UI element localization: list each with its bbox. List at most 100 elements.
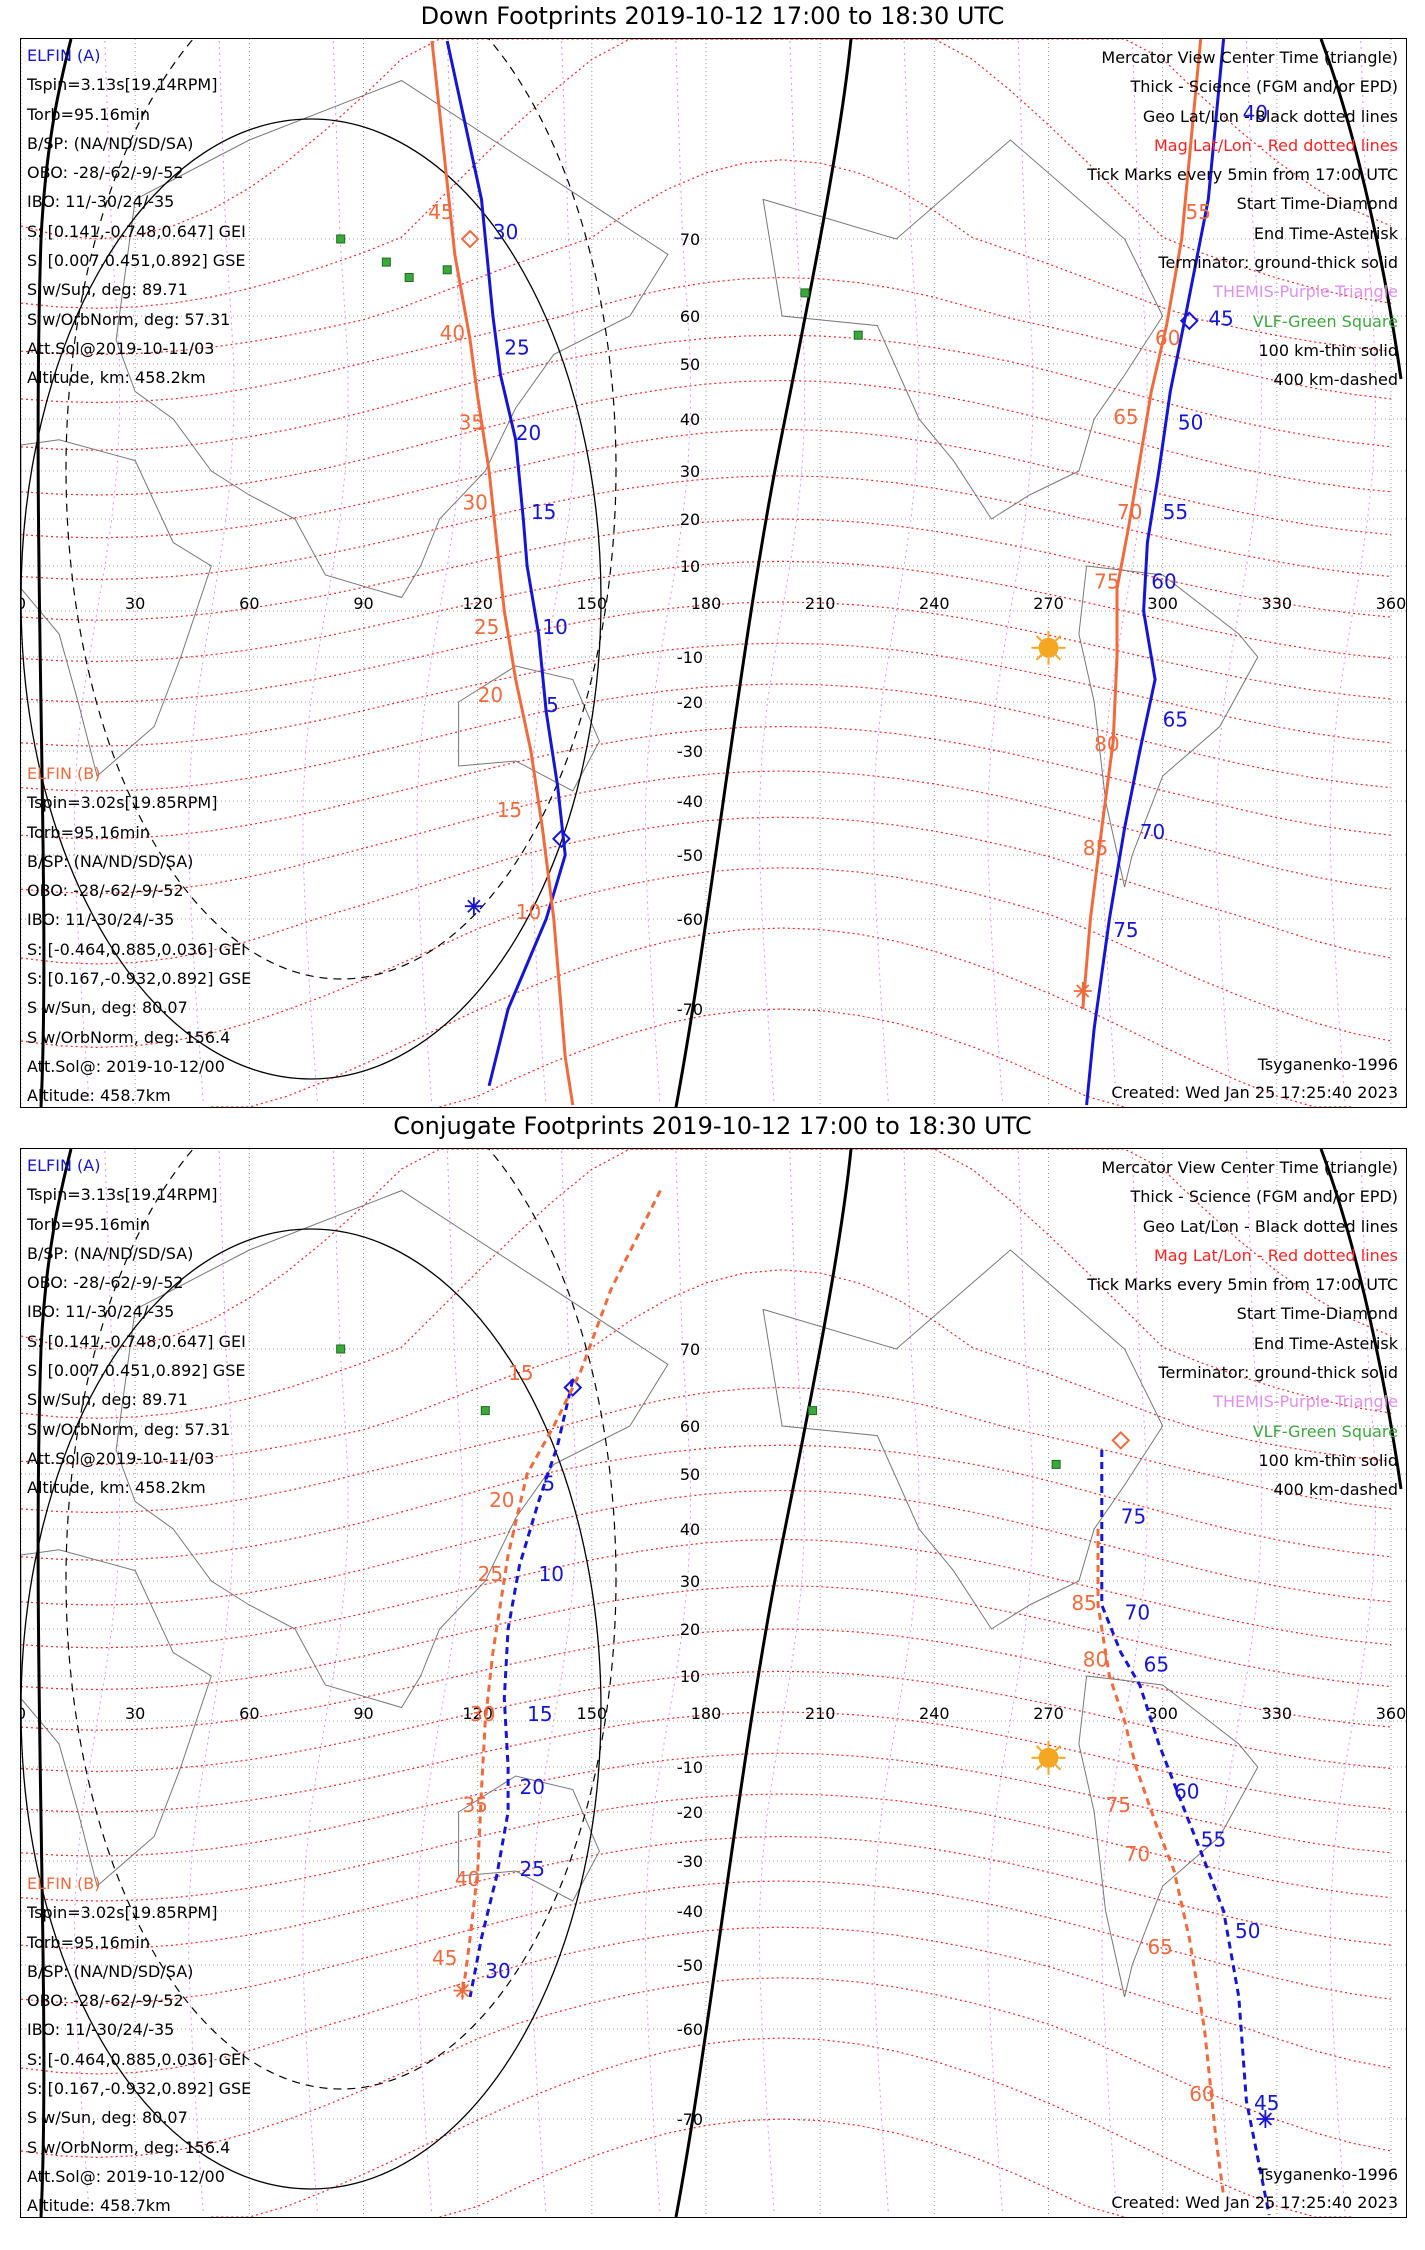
footprint-tick-label: 30 xyxy=(470,1702,495,1726)
sun-ray xyxy=(1054,654,1062,661)
footprint-tick-label: 45 xyxy=(1254,2091,1279,2115)
vlf-square xyxy=(480,1406,490,1416)
elfin-b-param: Att.Sol@: 2019-10-12/00 xyxy=(27,1056,225,1076)
elfin-a-param: B/SP: (NA/ND/SD/SA) xyxy=(27,1243,194,1263)
mag-lat-line xyxy=(21,1149,1392,1350)
lat-tick-label: -70 xyxy=(677,2110,703,2129)
elfin-a-param: Att.Sol@2019-10-11/03 xyxy=(27,338,215,358)
elfin-a-info: ELFIN (A) Tspin=3.13s[19.14RPM] Torb=95.16… xyxy=(27,1151,246,1503)
mag-lon-line xyxy=(759,1150,806,2216)
elfin-b-param: OBO: -28/-62/-9/-52 xyxy=(27,881,184,901)
sun-ray xyxy=(1035,635,1043,642)
elfin-a-param: OBO: -28/-62/-9/-52 xyxy=(27,1273,184,1293)
legend-vlf: VLF-Green Square xyxy=(1252,311,1398,331)
lon-tick-label: 180 xyxy=(691,594,722,613)
footprint-tick-label: 50 xyxy=(1235,1919,1260,1943)
elfin-a-param: S w/Sun, deg: 89.71 xyxy=(27,280,188,300)
footprint-tick-label: 55 xyxy=(1163,500,1188,524)
vlf-square xyxy=(800,288,810,298)
elfin-b-param: B/SP: (NA/ND/SD/SA) xyxy=(27,851,194,871)
lon-tick-label: 150 xyxy=(577,1704,608,1723)
footprint-tick-label: 30 xyxy=(485,1959,510,1983)
mag-lat-line xyxy=(21,1793,1392,1902)
mag-lat-line xyxy=(21,39,1392,240)
footprint-tick-label: 85 xyxy=(1071,1591,1096,1615)
mag-lat-line xyxy=(21,518,1392,621)
footprint-tick-label: 20 xyxy=(489,1488,514,1512)
elfin-b-param: Torb=95.16min xyxy=(27,822,150,842)
footprint-tick-label: 80 xyxy=(1083,1648,1108,1672)
lat-tick-label: -20 xyxy=(677,1803,703,1822)
mag-lon-line xyxy=(1215,1150,1262,2216)
elfin-b-param: OBO: -28/-62/-9/-52 xyxy=(27,1991,184,2011)
start-diamond xyxy=(460,229,480,249)
elfin-a-param: Torb=95.16min xyxy=(27,1214,150,1234)
lon-tick-label: 30 xyxy=(125,1704,145,1723)
lat-tick-label: -70 xyxy=(677,1000,703,1019)
end-asterisk xyxy=(1073,982,1092,1000)
footprint-tick-label: 75 xyxy=(1113,918,1138,942)
mag-lat-line xyxy=(21,1628,1392,1731)
mag-lon-line xyxy=(759,40,806,1106)
down-footprints-map: 70 60 50 40 30 20 10 -10 -20 -30 -40 -50 -60 -70 0 30 60… xyxy=(20,38,1407,1108)
footprint-tick-label: 25 xyxy=(520,1857,545,1881)
footprint-line xyxy=(445,40,567,1087)
elfin-a-param: OBO: -28/-62/-9/-52 xyxy=(27,163,184,183)
footprint-tick-label: 55 xyxy=(1186,200,1211,224)
lat-tick-label: 10 xyxy=(680,557,700,576)
continent-outline xyxy=(458,1775,600,1902)
mag-lon-line xyxy=(416,1150,463,2216)
footprint-tick-label: 70 xyxy=(1117,500,1142,524)
terminator-line xyxy=(674,39,853,1107)
start-diamond xyxy=(563,1378,583,1397)
lat-tick-label: 20 xyxy=(680,510,700,529)
lat-tick-label: 30 xyxy=(680,1572,700,1591)
elfin-a-param: S: [0.007,0.451,0.892] GSE xyxy=(27,251,246,271)
mag-lat-line xyxy=(21,1926,1392,2075)
vlf-square xyxy=(853,330,863,340)
field-of-view-100km xyxy=(21,118,602,1080)
lat-tick-label: -20 xyxy=(677,693,703,712)
lat-tick-label: -10 xyxy=(677,1758,703,1777)
mag-lat-line xyxy=(21,379,1392,496)
start-diamond xyxy=(1111,1430,1131,1450)
vlf-square xyxy=(442,265,452,275)
model-label: Tsyganenko-1996 xyxy=(1257,1055,1398,1074)
sun-ray xyxy=(1035,1764,1043,1771)
legend-end: End Time-Asterisk xyxy=(1253,1333,1398,1353)
lon-tick-label: 300 xyxy=(1147,594,1178,613)
mag-lon-line xyxy=(987,1150,1034,2216)
mag-lon-line xyxy=(645,40,691,1106)
vlf-square xyxy=(1051,1459,1061,1469)
lat-tick-label: 60 xyxy=(680,307,700,326)
elfin-b-heading: ELFIN (B) xyxy=(27,1874,101,1893)
mag-lat-line xyxy=(211,927,1353,1107)
legend-mag: Mag Lat/Lon - Red dotted lines xyxy=(1153,135,1398,155)
lon-tick-label: 300 xyxy=(1147,1704,1178,1723)
footprint-tick-label: 65 xyxy=(1144,1652,1169,1676)
elfin-b-param: S w/OrbNorm, deg: 156.4 xyxy=(27,1027,231,1047)
footprint-tick-label: 25 xyxy=(474,615,499,639)
mag-lon-line xyxy=(302,40,349,1106)
legend-mag: Mag Lat/Lon - Red dotted lines xyxy=(1153,1245,1398,1265)
mag-lon-line xyxy=(1215,40,1262,1106)
footprint-tick-label: 10 xyxy=(516,900,541,924)
footprint-tick-label: 10 xyxy=(542,615,567,639)
elfin-b-param: Altitude: 458.7km xyxy=(27,2196,171,2216)
lon-tick-label: 90 xyxy=(353,1704,373,1723)
lat-tick-label: -60 xyxy=(677,910,703,929)
field-of-view-400km xyxy=(65,39,617,980)
footprint-tick-label: 70 xyxy=(1125,1842,1150,1866)
elfin-b-param: Tspin=3.02s[19.85RPM] xyxy=(27,1903,218,1923)
lat-tick-label: 50 xyxy=(680,1465,700,1484)
footprint-tick-label: 5 xyxy=(542,1472,555,1496)
sun-ray xyxy=(1054,635,1062,642)
end-asterisk xyxy=(1256,2110,1275,2128)
footprint-tick-label: 30 xyxy=(493,220,518,244)
footprint-tick-label: 75 xyxy=(1094,570,1119,594)
sun-icon xyxy=(1038,1747,1059,1768)
sun-ray xyxy=(1054,1764,1062,1771)
lat-tick-label: 60 xyxy=(680,1417,700,1436)
footprint-line xyxy=(430,40,575,1106)
continent-outline xyxy=(458,665,600,792)
